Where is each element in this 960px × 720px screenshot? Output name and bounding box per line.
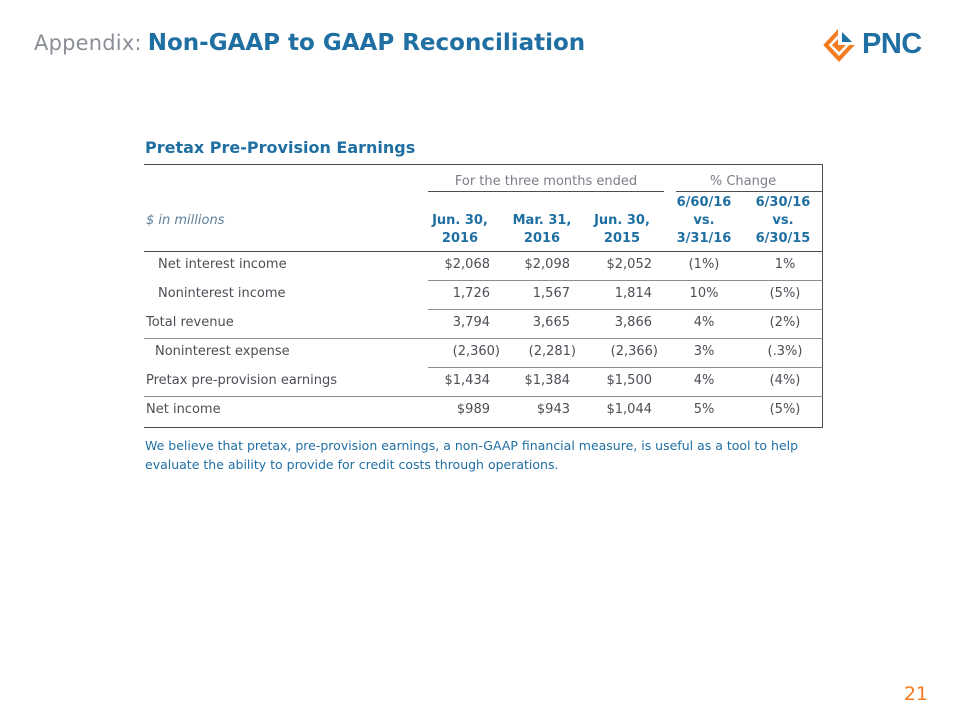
value-cell: $2,052	[606, 257, 653, 272]
slide-title: Appendix: Non-GAAP to GAAP Reconciliation	[34, 30, 585, 64]
value-cell: (4%)	[769, 373, 801, 388]
value-cell: $2,098	[524, 257, 571, 272]
value-cell: $1,044	[606, 402, 653, 417]
group-header-pct-change: % Change	[709, 174, 777, 189]
col-header-y-over-y: 6/30/16 vs. 6/30/15	[748, 194, 818, 248]
col-header-line: 3/31/16	[676, 231, 732, 246]
logo-text: PNC	[862, 28, 922, 60]
value-cell: 10%	[689, 286, 719, 301]
footnote: We believe that pretax, pre-provision ea…	[145, 438, 799, 472]
col-header-jun30-2016: Jun. 30, 2016	[430, 212, 490, 248]
value-cell: 4%	[693, 315, 715, 330]
value-cell: 1,726	[452, 286, 490, 301]
value-cell: (1%)	[688, 257, 720, 272]
col-header-line: 2015	[603, 231, 641, 246]
col-header-jun30-2015: Jun. 30, 2015	[590, 212, 654, 248]
row-label: Pretax pre-provision earnings	[146, 373, 338, 388]
col-header-line: vs.	[693, 213, 715, 228]
value-cell: (2,366)	[610, 344, 658, 359]
col-header-line: 2016	[441, 231, 479, 246]
value-cell: $1,500	[606, 373, 653, 388]
value-cell: 1%	[774, 257, 796, 272]
value-cell: 5%	[693, 402, 715, 417]
title-prefix: Appendix:	[34, 31, 142, 55]
row-divider	[144, 338, 823, 339]
col-header-line: vs.	[772, 213, 794, 228]
col-header-line: 2016	[523, 231, 561, 246]
value-cell: $2,068	[444, 257, 491, 272]
title-main: Non-GAAP to GAAP Reconciliation	[147, 30, 586, 56]
group-underline-pct-change	[676, 191, 822, 192]
page-number: 21	[903, 683, 928, 705]
value-cell: $1,384	[524, 373, 571, 388]
value-cell: 3%	[693, 344, 715, 359]
value-cell: $1,434	[444, 373, 491, 388]
value-cell: $989	[456, 402, 490, 417]
col-header-line: Jun. 30,	[432, 213, 488, 228]
row-label: Total revenue	[146, 315, 234, 330]
col-header-line: 6/60/16	[676, 195, 732, 210]
value-cell: 3,794	[452, 315, 490, 330]
group-header-three-months: For the three months ended	[454, 174, 638, 189]
value-cell: 3,665	[532, 315, 570, 330]
value-cell: (2,360)	[452, 344, 500, 359]
col-header-line: Mar. 31,	[512, 213, 572, 228]
value-cell: 3,866	[614, 315, 652, 330]
value-cell: 4%	[693, 373, 715, 388]
row-label: Net interest income	[158, 257, 287, 272]
group-underline-three-months	[428, 191, 664, 192]
section-title: Pretax Pre-Provision Earnings	[145, 138, 416, 157]
row-divider	[144, 396, 823, 397]
reconciliation-table	[144, 164, 823, 428]
units-label: $ in millions	[146, 213, 225, 228]
row-label: Net income	[146, 402, 221, 417]
value-cell: (5%)	[769, 286, 801, 301]
row-label: Noninterest income	[158, 286, 286, 301]
value-cell: 1,567	[532, 286, 570, 301]
value-cell: (2%)	[769, 315, 801, 330]
row-divider	[428, 280, 823, 281]
value-cell: (2,281)	[528, 344, 576, 359]
row-label: Noninterest expense	[155, 344, 290, 359]
header-rule	[144, 251, 823, 252]
row-divider	[428, 309, 823, 310]
pnc-logo-mark-icon	[823, 28, 855, 62]
value-cell: (5%)	[769, 402, 801, 417]
row-divider	[428, 367, 823, 368]
col-header-q-over-q: 6/60/16 vs. 3/31/16	[670, 194, 738, 248]
value-cell: (.3%)	[767, 344, 803, 359]
col-header-line: 6/30/16	[755, 195, 811, 210]
pnc-logo: PNC	[822, 26, 934, 66]
value-cell: $943	[536, 402, 570, 417]
col-header-line: Jun. 30,	[594, 213, 650, 228]
value-cell: 1,814	[614, 286, 652, 301]
col-header-mar31-2016: Mar. 31, 2016	[510, 212, 574, 248]
col-header-line: 6/30/15	[755, 231, 811, 246]
